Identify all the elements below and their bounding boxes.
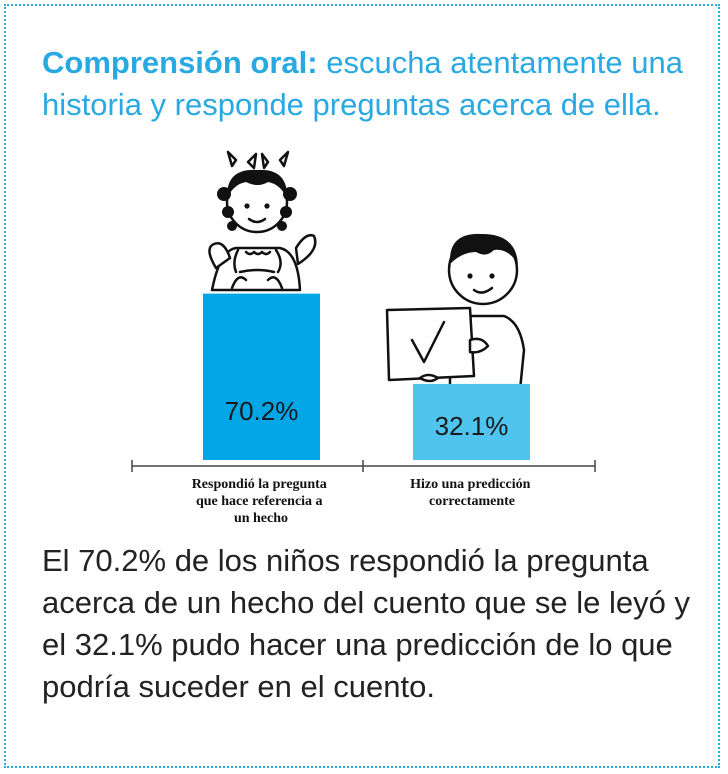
category-label-line: Hizo una predicción (410, 477, 531, 492)
value-label-prediccion: 32.1% (435, 411, 509, 441)
bar-chart: 70.2% 32.1% Respondió la pregunta que ha… (131, 150, 596, 526)
bar-prediccion (413, 383, 530, 460)
boy-illustration (385, 233, 526, 392)
category-label-line: un hecho (234, 511, 288, 526)
category-label-line: Respondió la pregunta (192, 477, 327, 492)
title-rest: escucha atentamente una historia y respo… (42, 45, 683, 122)
category-label-line: correctamente (429, 494, 515, 509)
category-label-line: que hace referencia a (196, 494, 323, 509)
bar-respondio (203, 293, 320, 460)
dotted-frame (4, 4, 720, 768)
summary-text: El 70.2% de los niños respondió la pregu… (42, 543, 691, 704)
title-bold: Comprensión oral: (42, 45, 318, 80)
category-label-respondio: Respondió la pregunta que hace referenci… (192, 477, 331, 526)
value-label-respondio: 70.2% (225, 396, 299, 426)
category-label-prediccion: Hizo una predicción correctamente (410, 477, 534, 509)
page-title: Comprensión oral: escucha atentamente un… (42, 42, 692, 126)
girl-illustration (208, 150, 317, 292)
